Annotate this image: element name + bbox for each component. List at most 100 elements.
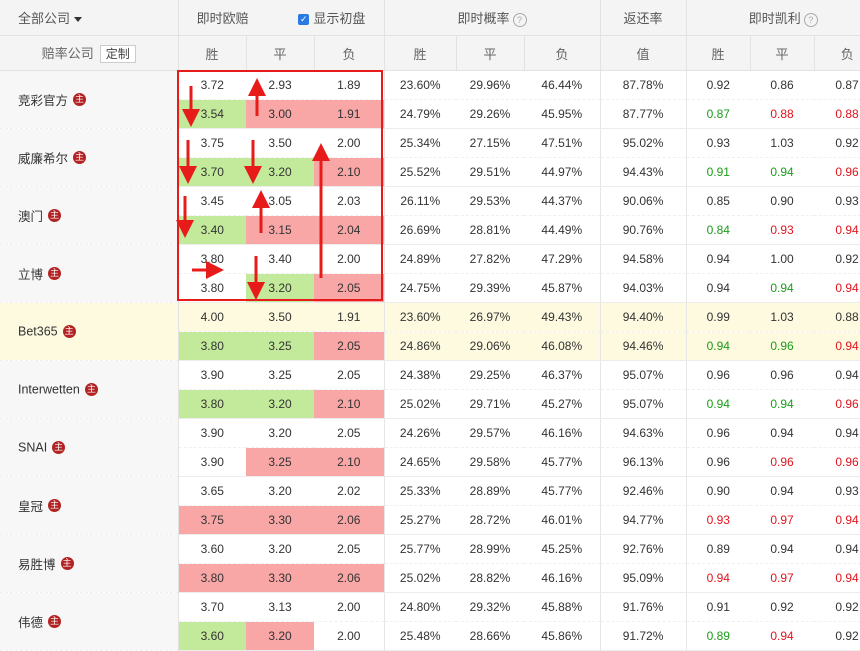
odds-return-rate: 92.76% xyxy=(599,534,687,564)
odds-return-rate: 90.76% xyxy=(599,215,687,245)
help-question-icon[interactable]: ? xyxy=(512,12,527,27)
company-cell[interactable]: 竞彩官方主 xyxy=(0,70,179,129)
company-cell[interactable]: Bet365 主 xyxy=(0,302,179,361)
table-row: 竞彩官方主 3.72 2.93 1.89 23.60% 29.96% 46.44% 87.78… xyxy=(0,70,860,129)
company-name[interactable]: 威廉希尔 xyxy=(18,152,69,166)
odds-euro-draw: 3.20 xyxy=(246,389,314,419)
col-kelly-lose: 负 xyxy=(813,35,860,71)
company-name[interactable]: Interwetten xyxy=(18,382,80,397)
odds-euro-draw: 3.20 xyxy=(246,273,314,303)
live-prob-label: 即时概率 xyxy=(457,11,510,26)
odds-return-rate: 94.58% xyxy=(599,244,687,274)
show-initial-toggle[interactable]: ✓ 显示初盘 xyxy=(298,11,365,26)
company-name[interactable]: 澳门 xyxy=(18,210,44,224)
company-name[interactable]: 竞彩官方 xyxy=(18,94,69,108)
odds-kelly-win: 0.94 xyxy=(685,389,751,419)
company-name[interactable]: SNAI xyxy=(18,440,48,455)
odds-kelly-lose: 0.94 xyxy=(814,505,860,535)
odds-return-rate: 94.40% xyxy=(599,302,687,332)
odds-prob-win: 25.33% xyxy=(383,476,457,506)
odds-kelly-draw: 0.96 xyxy=(750,331,815,361)
odds-prob-draw: 29.71% xyxy=(456,389,525,419)
company-cell[interactable]: 皇冠主 xyxy=(0,476,179,535)
odds-prob-win: 26.69% xyxy=(383,215,457,245)
odds-kelly-lose: 0.88 xyxy=(814,302,860,332)
odds-prob-lose: 45.87% xyxy=(524,273,601,303)
home-lead-icon: 主 xyxy=(48,499,62,512)
odds-euro-draw: 3.25 xyxy=(246,331,314,361)
odds-euro-draw: 3.05 xyxy=(246,186,314,216)
company-name[interactable]: 伟德 xyxy=(18,616,44,630)
odds-prob-lose: 44.49% xyxy=(524,215,601,245)
odds-kelly-draw: 0.92 xyxy=(750,592,815,622)
all-companies-label: 全部公司 xyxy=(18,11,71,26)
odds-kelly-draw: 0.97 xyxy=(750,563,815,593)
odds-prob-win: 25.77% xyxy=(383,534,457,564)
odds-kelly-lose: 0.92 xyxy=(814,621,860,651)
odds-euro-win: 3.75 xyxy=(177,505,246,535)
odds-euro-win: 3.80 xyxy=(177,389,246,419)
odds-prob-draw: 29.53% xyxy=(456,186,525,216)
odds-prob-draw: 28.72% xyxy=(456,505,525,535)
company-name[interactable]: 皇冠 xyxy=(18,500,44,514)
odds-prob-draw: 28.89% xyxy=(456,476,525,506)
odds-prob-draw: 28.81% xyxy=(456,215,525,245)
odds-prob-lose: 45.77% xyxy=(524,476,601,506)
company-cell[interactable]: 立博主 xyxy=(0,244,179,303)
company-name[interactable]: 易胜博 xyxy=(18,558,56,572)
odds-kelly-win: 0.94 xyxy=(685,331,751,361)
company-name[interactable]: 立博 xyxy=(18,268,44,282)
odds-kelly-win: 0.92 xyxy=(685,70,751,100)
help-question-icon[interactable]: ? xyxy=(803,12,818,27)
col-euro-draw: 平 xyxy=(245,35,314,71)
company-cell[interactable]: 威廉希尔主 xyxy=(0,128,179,187)
odds-euro-draw: 2.93 xyxy=(246,70,314,100)
odds-euro-win: 3.60 xyxy=(177,621,246,651)
home-lead-icon: 主 xyxy=(60,557,74,570)
odds-kelly-win: 0.84 xyxy=(685,215,751,245)
odds-euro-win: 3.80 xyxy=(177,273,246,303)
odds-kelly-draw: 0.86 xyxy=(750,70,815,100)
odds-euro-lose: 2.06 xyxy=(314,505,385,535)
odds-return-rate: 95.07% xyxy=(599,389,687,419)
odds-return-rate: 94.43% xyxy=(599,157,687,187)
odds-euro-win: 3.90 xyxy=(177,360,246,390)
odds-kelly-win: 0.94 xyxy=(685,273,751,303)
col-prob-lose: 负 xyxy=(523,35,601,71)
odds-kelly-lose: 0.94 xyxy=(814,360,860,390)
company-name[interactable]: Bet365 xyxy=(18,324,58,339)
odds-return-rate: 94.77% xyxy=(599,505,687,535)
company-cell[interactable]: 伟德主 xyxy=(0,592,179,651)
company-cell[interactable]: SNAI 主 xyxy=(0,418,179,477)
odds-euro-draw: 3.50 xyxy=(246,128,314,158)
odds-euro-lose: 2.00 xyxy=(314,592,385,622)
odds-return-rate: 90.06% xyxy=(599,186,687,216)
table-row: 3.80 3.20 2.10 25.02% 29.71% 45.27% 95.07% 0.94… xyxy=(0,389,860,419)
all-companies-dropdown[interactable]: 全部公司 xyxy=(0,0,178,36)
checkbox-checked-icon[interactable]: ✓ xyxy=(298,14,310,26)
company-cell[interactable]: 澳门主 xyxy=(0,186,179,245)
odds-kelly-draw: 0.94 xyxy=(750,389,815,419)
odds-kelly-draw: 0.94 xyxy=(750,157,815,187)
table-row: 3.80 3.30 2.06 25.02% 28.82% 46.16% 95.09% 0.94… xyxy=(0,563,860,593)
odds-prob-lose: 44.37% xyxy=(524,186,601,216)
live-prob-header: 即时概率? xyxy=(383,0,601,36)
odds-kelly-draw: 0.93 xyxy=(750,215,815,245)
odds-prob-lose: 46.01% xyxy=(524,505,601,535)
odds-euro-lose: 2.00 xyxy=(314,244,385,274)
odds-kelly-draw: 0.94 xyxy=(750,273,815,303)
company-cell[interactable]: Interwetten 主 xyxy=(0,360,179,419)
odds-euro-draw: 3.30 xyxy=(246,505,314,535)
customize-button[interactable]: 定制 xyxy=(99,45,136,63)
odds-prob-draw: 29.39% xyxy=(456,273,525,303)
odds-return-rate: 94.46% xyxy=(599,331,687,361)
odds-kelly-lose: 0.88 xyxy=(814,99,860,129)
odds-kelly-lose: 0.96 xyxy=(814,447,860,477)
company-cell[interactable]: 易胜博主 xyxy=(0,534,179,593)
table-row: Bet365 主 4.00 3.50 1.91 23.60% 26.97% 49.43% 94.… xyxy=(0,302,860,361)
odds-kelly-win: 0.85 xyxy=(685,186,751,216)
odds-kelly-lose: 0.94 xyxy=(814,534,860,564)
table-row: 3.75 3.30 2.06 25.27% 28.72% 46.01% 94.77% 0.93… xyxy=(0,505,860,535)
col-kelly-win: 胜 xyxy=(685,35,751,71)
